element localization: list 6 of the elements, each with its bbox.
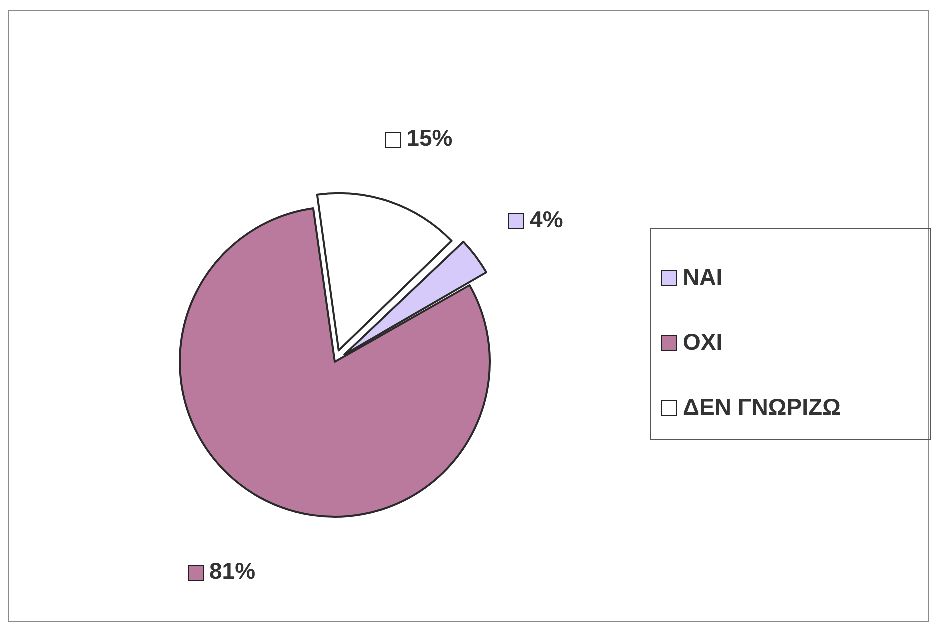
legend-label: ΟΧΙ: [683, 329, 723, 356]
legend-label: ΔΕΝ ΓΝΩΡΙΖΩ: [683, 394, 841, 421]
data-label: 81%: [210, 558, 256, 584]
legend-label: ΝΑΙ: [683, 264, 723, 291]
data-label: 15%: [406, 125, 453, 152]
data-label: 4%: [530, 206, 564, 233]
